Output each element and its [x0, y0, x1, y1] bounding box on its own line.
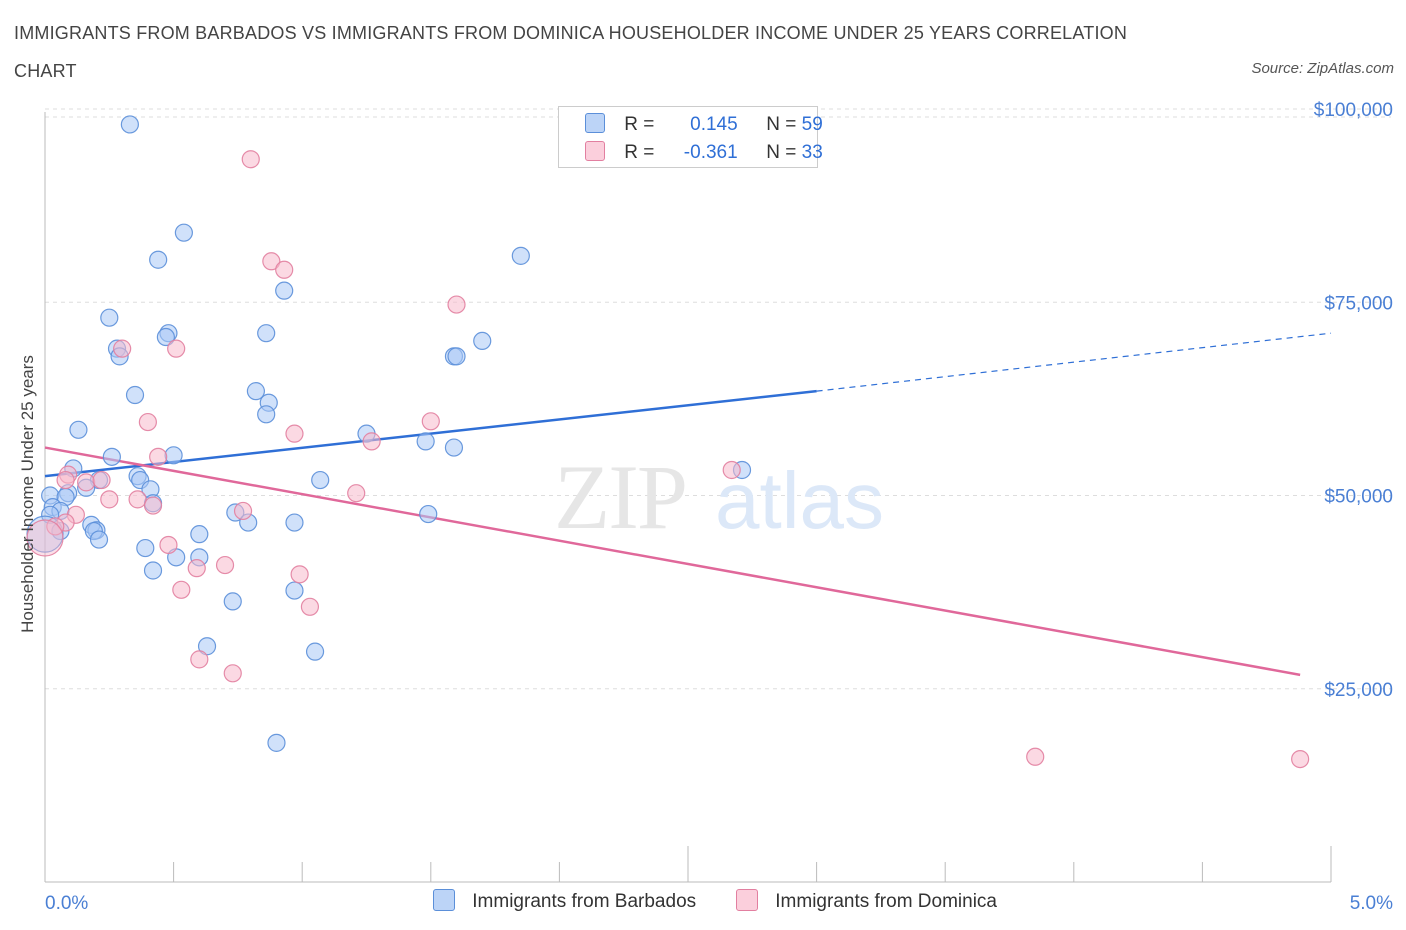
y-tick-label: $75,000 — [1324, 293, 1393, 314]
legend-swatch-dominica — [585, 141, 605, 161]
dominica-point — [447, 295, 466, 314]
dominica-point — [159, 535, 178, 555]
y-tick-label: $100,000 — [1314, 100, 1393, 121]
dominica-point — [172, 580, 191, 599]
barbados-point — [419, 504, 438, 524]
barbados-point — [100, 308, 119, 327]
legend-r-label: R = — [624, 142, 655, 163]
dominica-point — [167, 339, 186, 358]
axis-layer: $25,000 $50,000 $75,000 $100,000 0.0% 5.0% — [44, 100, 1393, 914]
dominica-point — [347, 484, 366, 503]
dominica-point — [92, 470, 111, 490]
legend-row-barbados: R = 0.145 N = 59 — [585, 113, 823, 137]
stats-legend: R = 0.145 N = 59 R = -0.361 N = 33 — [558, 106, 823, 168]
barbados-point — [136, 538, 155, 558]
legend-row-dominica: R = -0.361 N = 33 — [585, 141, 823, 165]
barbados-point — [285, 581, 304, 600]
dominica-point — [1026, 747, 1045, 766]
dominica-point — [300, 597, 320, 616]
barbados-point — [164, 446, 183, 465]
dominica-point — [143, 496, 163, 515]
legend-swatch-barbados — [585, 113, 605, 133]
dominica-point — [26, 519, 64, 557]
barbados-point — [285, 513, 304, 532]
legend-label-barbados: Immigrants from Barbados — [472, 891, 697, 912]
chart-source: Source: ZipAtlas.com — [1251, 60, 1394, 77]
dominica-trendline — [44, 446, 1301, 677]
dominica-point — [187, 559, 206, 578]
legend-n-value: 33 — [801, 142, 823, 163]
y-tick-label: $50,000 — [1324, 487, 1393, 508]
dominica-point — [285, 424, 304, 443]
barbados-point — [174, 223, 193, 242]
y-tick-label: $25,000 — [1324, 680, 1393, 701]
legend-n-label: N = — [766, 142, 797, 163]
barbados-point — [89, 530, 109, 549]
legend-swatch-dominica — [736, 889, 758, 911]
dominica-point — [290, 565, 309, 584]
y-axis-label: Householder Income Under 25 years — [18, 355, 37, 633]
chart-title: IMMIGRANTS FROM BARBADOS VS IMMIGRANTS F… — [14, 23, 1128, 81]
barbados-point — [473, 331, 492, 350]
barbados-trendline-extension — [816, 332, 1332, 392]
dominica-point — [138, 412, 157, 432]
dominica-point — [128, 490, 147, 509]
dominica-point — [223, 664, 242, 683]
series-legend: Immigrants from Barbados Immigrants from… — [0, 888, 1406, 916]
dominica-point — [77, 473, 96, 492]
legend-item-barbados: Immigrants from Barbados — [433, 888, 696, 916]
dominica-point — [722, 460, 741, 480]
dominica-point — [190, 650, 209, 669]
dominica-point — [46, 517, 65, 536]
barbados-point — [156, 327, 175, 347]
dominica-point — [215, 555, 235, 575]
dominica-point — [421, 412, 440, 431]
dominica-point — [1291, 749, 1310, 769]
dominica-point — [262, 252, 281, 271]
barbados-point — [69, 420, 88, 439]
barbados-point — [149, 250, 168, 269]
dominica-point — [241, 150, 260, 169]
barbados-point — [246, 382, 266, 401]
barbados-point — [120, 115, 139, 134]
barbados-point — [511, 246, 530, 265]
barbados-point — [125, 385, 145, 405]
points-layer — [26, 115, 1310, 769]
barbados-point — [257, 405, 276, 424]
dominica-point — [362, 432, 381, 451]
barbados-point — [143, 561, 163, 580]
barbados-point — [223, 592, 242, 611]
dominica-point — [275, 260, 294, 279]
barbados-point — [305, 642, 325, 661]
barbados-point — [102, 447, 121, 466]
legend-swatch-barbados — [433, 889, 455, 911]
legend-r-value: 0.145 — [690, 114, 738, 135]
dominica-point — [233, 501, 253, 521]
legend-r-label: R = — [624, 114, 655, 135]
dominica-point — [100, 490, 119, 509]
barbados-point — [275, 281, 294, 300]
legend-n-value: 59 — [801, 114, 823, 135]
barbados-point — [447, 347, 466, 366]
legend-label-dominica: Immigrants from Dominica — [775, 891, 997, 912]
barbados-point — [311, 470, 330, 490]
barbados-point — [444, 438, 464, 457]
dominica-point — [113, 339, 132, 358]
watermark: ZIP atlas — [554, 446, 884, 548]
barbados-point — [190, 525, 209, 544]
x-tick-label: 0.0% — [45, 893, 88, 914]
x-tick-label: 5.0% — [1350, 893, 1393, 914]
barbados-point — [267, 733, 286, 752]
barbados-point — [416, 432, 435, 451]
dominica-point — [56, 470, 75, 490]
legend-item-dominica: Immigrants from Dominica — [736, 888, 997, 916]
legend-r-value: -0.361 — [683, 142, 738, 163]
legend-n-label: N = — [766, 114, 797, 135]
watermark-zip: ZIP — [554, 446, 686, 548]
dominica-point — [149, 447, 168, 466]
grid-layer — [45, 108, 1391, 690]
barbados-point — [257, 324, 276, 343]
